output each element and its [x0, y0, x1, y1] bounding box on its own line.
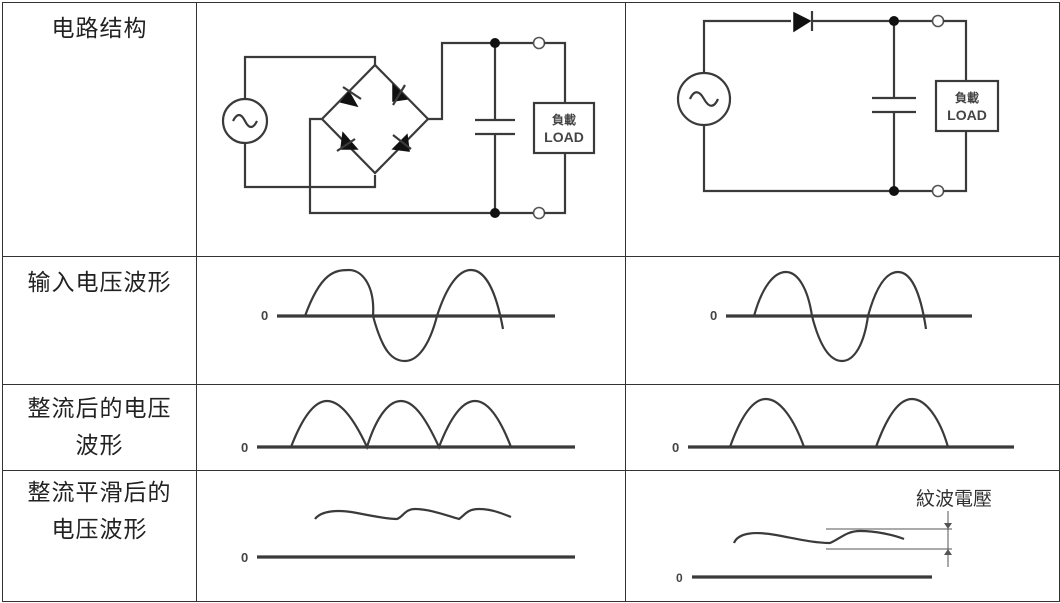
bridge-diamond — [320, 63, 430, 175]
output-terminal — [931, 184, 945, 198]
bridge-smoothed-waveform: 0 — [196, 470, 626, 602]
arrow-down-icon — [944, 523, 952, 529]
row-label-rectified: 整流后的电压 波形 — [2, 384, 197, 471]
row-label-smoothed-line1: 整流平滑后的 — [27, 480, 172, 506]
diode-icon — [391, 133, 412, 152]
zero-label: 0 — [241, 440, 248, 455]
diode-icon — [336, 131, 359, 152]
load-label-en: LOAD — [947, 107, 987, 123]
output-terminal — [532, 206, 546, 220]
load-label-jp: 負載 — [552, 112, 576, 127]
zero-label: 0 — [261, 308, 268, 323]
zero-label: 0 — [672, 440, 679, 455]
load-box — [934, 79, 1000, 133]
sine-wave — [752, 270, 928, 363]
half-wave-pulse — [728, 397, 806, 448]
arrow-up-icon — [944, 549, 952, 555]
row-label-input-text: 输入电压波形 — [27, 270, 172, 296]
row-label-rectified-line2: 波形 — [75, 433, 124, 459]
row-label-smoothed: 整流平滑后的 电压波形 — [2, 470, 197, 602]
row-label-circuit: 电路结构 — [2, 2, 197, 257]
row-circuit: 电路结构 — [2, 2, 1060, 257]
half-wave-rectifier-circuit: 負載 LOAD — [625, 2, 1060, 257]
zero-label: 0 — [676, 571, 683, 585]
diode-icon — [339, 86, 362, 108]
halfwave-circuit-diagram: 負載 LOAD — [676, 11, 1000, 198]
row-label-smoothed-line2: 电压波形 — [51, 517, 148, 543]
junction-node — [889, 186, 899, 196]
bridge-circuit-diagram: 負載 LOAD — [221, 36, 596, 220]
row-input: 输入电压波形 0 0 — [2, 256, 1060, 385]
junction-node — [490, 208, 500, 218]
sine-wave — [303, 268, 505, 363]
zero-label: 0 — [241, 550, 248, 565]
row-rectified: 整流后的电压 波形 0 0 — [2, 384, 1060, 471]
junction-node — [889, 16, 899, 26]
halfwave-smoothed-waveform: 紋波電壓 0 — [625, 470, 1060, 602]
ac-sine-glyph — [232, 113, 258, 129]
load-box — [532, 101, 596, 155]
halfwave-rectified-waveform: 0 — [625, 384, 1060, 471]
full-wave-rectified — [289, 399, 513, 451]
smoothed-ripple-wave — [732, 529, 905, 545]
load-label-jp: 負載 — [955, 90, 979, 105]
bridge-input-waveform: 0 — [196, 256, 626, 385]
diode-icon — [793, 11, 814, 33]
load-label-en: LOAD — [544, 129, 584, 145]
diode-icon — [392, 83, 409, 106]
bridge-rectifier-circuit: 負載 LOAD — [196, 2, 626, 257]
output-terminal — [931, 14, 945, 28]
row-smoothed: 整流平滑后的 电压波形 0 紋波電壓 0 — [2, 470, 1060, 602]
row-label-circuit-text: 电路结构 — [51, 16, 148, 42]
output-terminal — [532, 36, 546, 50]
halfwave-input-waveform: 0 — [625, 256, 1060, 385]
half-wave-pulse — [874, 397, 950, 448]
zero-label: 0 — [710, 308, 717, 323]
ac-sine-glyph — [688, 91, 720, 107]
ripple-voltage-label: 紋波電壓 — [916, 488, 992, 510]
smoothed-ripple-wave — [314, 507, 512, 521]
row-label-input: 输入电压波形 — [2, 256, 197, 385]
row-label-rectified-line1: 整流后的电压 — [27, 396, 172, 422]
bridge-rectified-waveform: 0 — [196, 384, 626, 471]
junction-node — [490, 38, 500, 48]
